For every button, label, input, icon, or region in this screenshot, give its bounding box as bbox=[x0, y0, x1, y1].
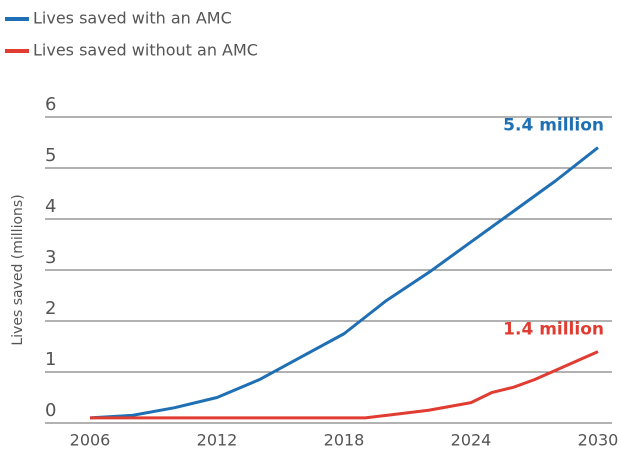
x-tick-label: 2012 bbox=[197, 431, 238, 450]
y-tick-label: 1 bbox=[45, 349, 56, 370]
x-tick-label: 2006 bbox=[70, 431, 111, 450]
series-line bbox=[89, 146, 599, 420]
legend-label: Lives saved without an AMC bbox=[33, 41, 258, 60]
y-tick-label: 4 bbox=[45, 196, 56, 217]
y-tick-label: 0 bbox=[45, 400, 56, 421]
y-tick-label: 2 bbox=[45, 298, 56, 319]
y-tick-label: 3 bbox=[45, 247, 56, 268]
y-tick-label: 5 bbox=[45, 145, 56, 166]
y-tick-label: 6 bbox=[45, 94, 56, 115]
x-tick-label: 2018 bbox=[324, 431, 365, 450]
legend-label: Lives saved with an AMC bbox=[33, 9, 232, 28]
value-label: 5.4 million bbox=[503, 116, 604, 136]
value-label: 1.4 million bbox=[503, 320, 604, 340]
x-tick-label: 2024 bbox=[451, 431, 492, 450]
y-axis-label: Lives saved (millions) bbox=[10, 194, 26, 345]
x-tick-label: 2030 bbox=[578, 431, 619, 450]
series-line bbox=[90, 350, 599, 420]
